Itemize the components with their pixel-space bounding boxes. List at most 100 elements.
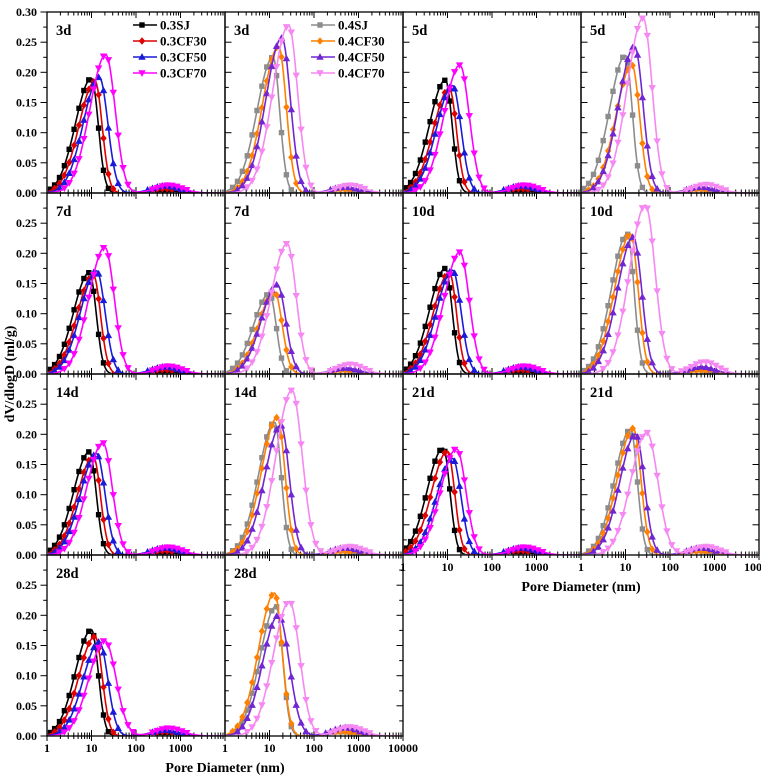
marker-0.3CF70: [455, 62, 464, 70]
marker-0.3SJ: [61, 708, 68, 714]
legend-label-0.4CF30: 0.4CF30: [338, 34, 385, 49]
marker-0.3CF50: [90, 643, 98, 651]
marker-0.3CF50: [55, 183, 64, 191]
marker-0.3CF70: [75, 156, 83, 163]
marker-0.4SJ: [264, 623, 270, 629]
marker-0.3CF70: [70, 718, 78, 725]
marker-0.4SJ: [629, 268, 636, 275]
marker-0.4CF50: [643, 335, 652, 342]
marker-0.4CF50: [619, 463, 627, 471]
marker-0.3CF70: [148, 729, 157, 736]
marker-0.3SJ: [91, 468, 97, 474]
marker-0.3SJ: [61, 341, 68, 347]
marker-0.3CF70: [94, 65, 103, 73]
marker-0.4CF70: [697, 544, 705, 552]
marker-0.3SJ: [427, 118, 433, 125]
series-markers-0.3CF70: [411, 62, 547, 193]
marker-0.4SJ: [644, 546, 650, 553]
marker-0.4CF70: [341, 724, 349, 732]
marker-0.3CF70: [421, 359, 429, 367]
marker-0.3CF70: [85, 111, 93, 119]
series-line-0.4CF70: [226, 600, 394, 736]
marker-0.3CF70: [183, 367, 191, 374]
marker-0.3CF50: [426, 148, 434, 156]
marker-0.3SJ: [76, 468, 82, 475]
marker-0.3CF70: [124, 722, 132, 729]
marker-0.4SJ: [620, 236, 626, 243]
marker-0.3CF50: [411, 363, 420, 370]
series-markers-0.4CF50: [589, 432, 720, 555]
marker-0.3CF70: [475, 546, 483, 554]
series-markers-0.3CF70: [60, 53, 191, 193]
marker-0.4CF50: [287, 347, 296, 354]
marker-0.3CF70: [426, 349, 434, 357]
x-axis-title-right: Pore Diameter (nm): [521, 580, 641, 595]
marker-0.3CF70: [153, 546, 162, 554]
marker-0.4CF70: [624, 80, 632, 88]
marker-0.3CF30: [412, 537, 419, 545]
marker-0.4SJ: [595, 157, 602, 163]
marker-0.4CF70: [638, 434, 647, 441]
marker-0.4CF70: [614, 332, 622, 340]
marker-0.4CF70: [282, 600, 291, 608]
marker-0.4SJ: [634, 163, 641, 169]
marker-0.3CF70: [436, 315, 444, 322]
marker-0.3SJ: [47, 186, 53, 192]
marker-0.3SJ: [432, 99, 438, 105]
series-line-0.4CF50: [582, 236, 744, 374]
marker-0.4CF70: [672, 548, 681, 555]
marker-0.4CF30: [346, 728, 354, 736]
marker-0.4SJ: [269, 608, 275, 614]
marker-0.4CF50: [633, 433, 642, 440]
marker-0.4CF70: [282, 241, 291, 248]
marker-0.3CF30: [451, 488, 458, 496]
marker-0.4CF50: [248, 701, 256, 708]
marker-0.3CF70: [104, 458, 113, 465]
y-tick-label: 0.30: [16, 5, 37, 19]
series-line-0.4SJ: [581, 233, 734, 374]
panel-label-3d-0.3: 3d: [56, 23, 71, 39]
series-line-0.4CF30: [226, 416, 384, 555]
marker-0.3CF50: [109, 355, 118, 363]
marker-0.4CF70: [638, 15, 647, 23]
marker-0.3CF70: [94, 644, 103, 652]
marker-0.3CF70: [124, 181, 132, 189]
marker-0.3CF50: [55, 544, 64, 551]
legend-label-0.3CF50: 0.3CF50: [160, 50, 207, 65]
marker-0.4CF30: [288, 719, 295, 728]
marker-0.4CF70: [331, 728, 340, 736]
x-tick-label: 1: [44, 741, 50, 755]
marker-0.4SJ: [590, 356, 597, 362]
marker-0.4SJ: [590, 171, 597, 178]
marker-0.3CF70: [446, 85, 454, 93]
marker-0.4CF50: [292, 701, 300, 708]
marker-0.3SJ: [403, 366, 409, 372]
marker-0.4CF30: [629, 424, 636, 433]
marker-0.3CF70: [450, 69, 459, 76]
marker-0.4CF30: [649, 545, 656, 554]
marker-0.3CF70: [153, 727, 162, 735]
x-tick-label: 1000: [169, 741, 193, 755]
marker-0.3SJ: [422, 323, 428, 330]
marker-0.3CF30: [80, 653, 88, 662]
marker-0.4CF70: [628, 248, 637, 255]
marker-0.4CF70: [668, 366, 676, 373]
marker-0.4SJ: [600, 523, 606, 529]
marker-0.3CF70: [426, 167, 434, 175]
series-markers-0.3CF70: [55, 440, 191, 555]
marker-0.3CF70: [178, 728, 186, 735]
series-markers-0.3CF70: [60, 244, 191, 374]
legend-marker-0.4SJ: [317, 22, 323, 28]
series-line-0.4SJ: [225, 292, 378, 374]
panel-28d-0.4: 1 10 100 1000 10000 28d: [222, 554, 418, 755]
marker-0.4CF30: [609, 293, 617, 301]
marker-0.3SJ: [456, 178, 463, 184]
marker-0.3SJ: [71, 126, 77, 132]
marker-0.4SJ: [634, 327, 641, 333]
marker-0.3CF70: [80, 496, 88, 504]
marker-0.4CF70: [628, 49, 637, 57]
legend-label-0.3CF30: 0.3CF30: [160, 34, 207, 49]
marker-0.3CF30: [80, 101, 88, 109]
marker-0.4CF70: [336, 363, 344, 371]
marker-0.3CF70: [148, 186, 157, 193]
